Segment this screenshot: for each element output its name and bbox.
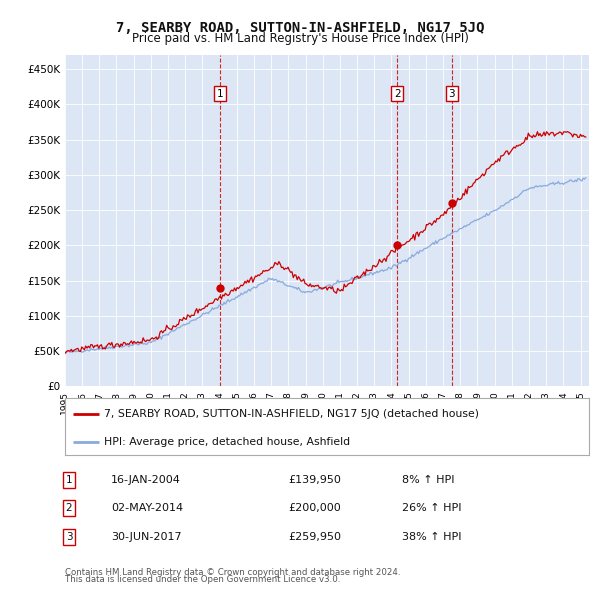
Text: £139,950: £139,950 (288, 475, 341, 485)
Text: 38% ↑ HPI: 38% ↑ HPI (402, 532, 461, 542)
Text: Price paid vs. HM Land Registry's House Price Index (HPI): Price paid vs. HM Land Registry's House … (131, 32, 469, 45)
Text: £200,000: £200,000 (288, 503, 341, 513)
Text: 3: 3 (448, 88, 455, 99)
Text: 7, SEARBY ROAD, SUTTON-IN-ASHFIELD, NG17 5JQ (detached house): 7, SEARBY ROAD, SUTTON-IN-ASHFIELD, NG17… (104, 409, 479, 419)
Text: This data is licensed under the Open Government Licence v3.0.: This data is licensed under the Open Gov… (65, 575, 340, 584)
Text: £259,950: £259,950 (288, 532, 341, 542)
Text: 7, SEARBY ROAD, SUTTON-IN-ASHFIELD, NG17 5JQ: 7, SEARBY ROAD, SUTTON-IN-ASHFIELD, NG17… (116, 21, 484, 35)
Text: 1: 1 (65, 475, 73, 485)
Text: 16-JAN-2004: 16-JAN-2004 (111, 475, 181, 485)
Text: Contains HM Land Registry data © Crown copyright and database right 2024.: Contains HM Land Registry data © Crown c… (65, 568, 400, 577)
Text: 30-JUN-2017: 30-JUN-2017 (111, 532, 182, 542)
Text: 3: 3 (65, 532, 73, 542)
Text: 2: 2 (65, 503, 73, 513)
Text: 02-MAY-2014: 02-MAY-2014 (111, 503, 183, 513)
Text: 2: 2 (394, 88, 400, 99)
Text: HPI: Average price, detached house, Ashfield: HPI: Average price, detached house, Ashf… (104, 437, 350, 447)
Text: 26% ↑ HPI: 26% ↑ HPI (402, 503, 461, 513)
Text: 8% ↑ HPI: 8% ↑ HPI (402, 475, 455, 485)
Text: 1: 1 (217, 88, 224, 99)
